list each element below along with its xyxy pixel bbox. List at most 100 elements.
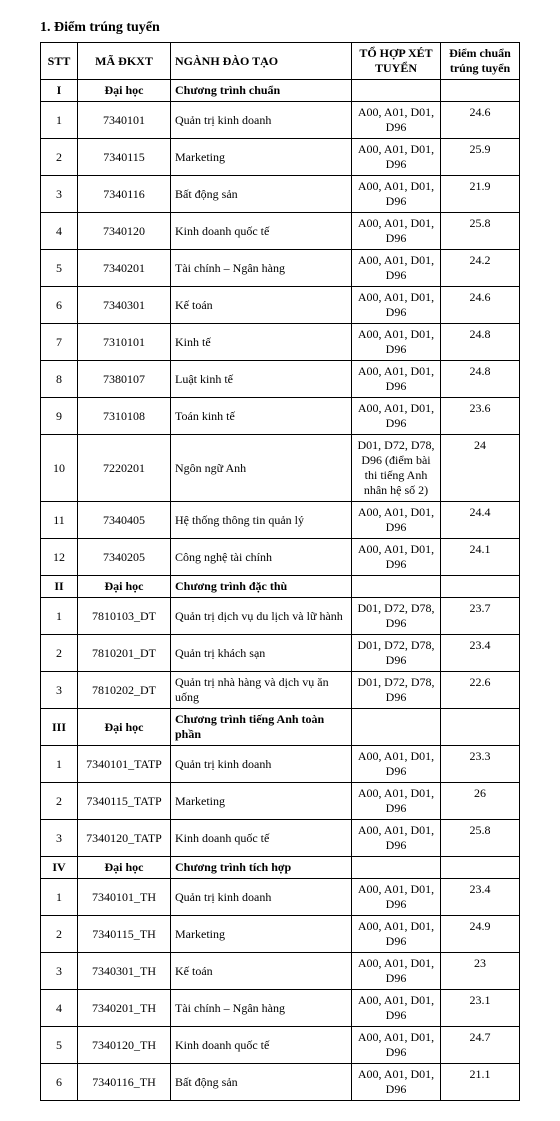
cell-tohop: A00, A01, D01, D96: [352, 953, 441, 990]
section-empty: [352, 709, 441, 746]
table-row: 27340115_THMarketingA00, A01, D01, D9624…: [41, 916, 520, 953]
section-label: Đại học: [78, 576, 171, 598]
table-row: 127340205Công nghệ tài chínhA00, A01, D0…: [41, 539, 520, 576]
cell-ma: 7220201: [78, 435, 171, 502]
cell-diem: 23.3: [441, 746, 520, 783]
table-row: 17340101_THQuản trị kinh doanhA00, A01, …: [41, 879, 520, 916]
cell-diem: 21.1: [441, 1064, 520, 1101]
cell-tohop: A00, A01, D01, D96: [352, 783, 441, 820]
cell-diem: 23.1: [441, 990, 520, 1027]
cell-nganh: Marketing: [171, 139, 352, 176]
section-label: Đại học: [78, 80, 171, 102]
table-row: 27340115_TATPMarketingA00, A01, D01, D96…: [41, 783, 520, 820]
cell-diem: 26: [441, 783, 520, 820]
section-num: II: [41, 576, 78, 598]
table-row: 47340120Kinh doanh quốc tếA00, A01, D01,…: [41, 213, 520, 250]
cell-tohop: A00, A01, D01, D96: [352, 102, 441, 139]
cell-nganh: Kinh tế: [171, 324, 352, 361]
cell-ma: 7340301_TH: [78, 953, 171, 990]
section-empty: [441, 709, 520, 746]
cell-stt: 8: [41, 361, 78, 398]
cell-diem: 23.4: [441, 879, 520, 916]
cell-stt: 3: [41, 953, 78, 990]
cell-ma: 7340115_TATP: [78, 783, 171, 820]
section-empty: [352, 857, 441, 879]
cell-tohop: A00, A01, D01, D96: [352, 539, 441, 576]
cell-tohop: A00, A01, D01, D96: [352, 990, 441, 1027]
cell-diem: 23.7: [441, 598, 520, 635]
cell-nganh: Quản trị dịch vụ du lịch và lữ hành: [171, 598, 352, 635]
section-program: Chương trình tiếng Anh toàn phần: [171, 709, 352, 746]
cell-diem: 23: [441, 953, 520, 990]
table-row: 67340301Kế toánA00, A01, D01, D9624.6: [41, 287, 520, 324]
cell-tohop: A00, A01, D01, D96: [352, 1027, 441, 1064]
col-diem: Điểm chuẩn trúng tuyển: [441, 43, 520, 80]
cell-stt: 3: [41, 820, 78, 857]
cell-diem: 24.4: [441, 502, 520, 539]
cell-diem: 24.8: [441, 361, 520, 398]
table-row: 57340201Tài chính – Ngân hàngA00, A01, D…: [41, 250, 520, 287]
cell-stt: 4: [41, 213, 78, 250]
section-num: I: [41, 80, 78, 102]
cell-nganh: Kinh doanh quốc tế: [171, 213, 352, 250]
section-num: IV: [41, 857, 78, 879]
cell-tohop: A00, A01, D01, D96: [352, 502, 441, 539]
table-row: 37340301_THKế toánA00, A01, D01, D9623: [41, 953, 520, 990]
cell-stt: 2: [41, 783, 78, 820]
col-tohop: TỔ HỢP XÉT TUYỂN: [352, 43, 441, 80]
page-title: 1. Điểm trúng tuyển: [40, 20, 520, 36]
cell-ma: 7340405: [78, 502, 171, 539]
cell-nganh: Luật kinh tế: [171, 361, 352, 398]
table-row: 67340116_THBất động sảnA00, A01, D01, D9…: [41, 1064, 520, 1101]
cell-diem: 21.9: [441, 176, 520, 213]
cell-nganh: Kinh doanh quốc tế: [171, 1027, 352, 1064]
cell-ma: 7340201: [78, 250, 171, 287]
col-ma: MÃ ĐKXT: [78, 43, 171, 80]
cell-tohop: A00, A01, D01, D96: [352, 879, 441, 916]
cell-stt: 1: [41, 598, 78, 635]
cell-nganh: Kinh doanh quốc tế: [171, 820, 352, 857]
cell-ma: 7340115: [78, 139, 171, 176]
cell-stt: 3: [41, 672, 78, 709]
cell-nganh: Kế toán: [171, 953, 352, 990]
cell-tohop: A00, A01, D01, D96: [352, 213, 441, 250]
table-row: 47340201_THTài chính – Ngân hàngA00, A01…: [41, 990, 520, 1027]
cell-tohop: A00, A01, D01, D96: [352, 324, 441, 361]
col-nganh: NGÀNH ĐÀO TẠO: [171, 43, 352, 80]
cell-stt: 10: [41, 435, 78, 502]
cell-diem: 24.1: [441, 539, 520, 576]
cell-nganh: Quản trị kinh doanh: [171, 102, 352, 139]
table-row: 17810103_DTQuản trị dịch vụ du lịch và l…: [41, 598, 520, 635]
cell-nganh: Hệ thống thông tin quản lý: [171, 502, 352, 539]
cell-diem: 22.6: [441, 672, 520, 709]
cell-tohop: A00, A01, D01, D96: [352, 176, 441, 213]
cell-stt: 1: [41, 746, 78, 783]
cell-nganh: Tài chính – Ngân hàng: [171, 250, 352, 287]
section-program: Chương trình tích hợp: [171, 857, 352, 879]
cell-diem: 24.6: [441, 287, 520, 324]
cell-tohop: A00, A01, D01, D96: [352, 746, 441, 783]
cell-ma: 7310108: [78, 398, 171, 435]
cell-ma: 7340101: [78, 102, 171, 139]
cell-diem: 24.6: [441, 102, 520, 139]
cell-diem: 23.4: [441, 635, 520, 672]
table-row: 27810201_DTQuản trị khách sạnD01, D72, D…: [41, 635, 520, 672]
section-empty: [352, 576, 441, 598]
cell-stt: 2: [41, 916, 78, 953]
cell-stt: 2: [41, 635, 78, 672]
section-row: IIIĐại họcChương trình tiếng Anh toàn ph…: [41, 709, 520, 746]
cell-diem: 24.9: [441, 916, 520, 953]
cell-stt: 6: [41, 287, 78, 324]
cell-diem: 25.8: [441, 213, 520, 250]
cell-nganh: Ngôn ngữ Anh: [171, 435, 352, 502]
section-row: IIĐại họcChương trình đặc thù: [41, 576, 520, 598]
cell-tohop: A00, A01, D01, D96: [352, 250, 441, 287]
cell-nganh: Quản trị nhà hàng và dịch vụ ăn uống: [171, 672, 352, 709]
cell-tohop: A00, A01, D01, D96: [352, 820, 441, 857]
cell-stt: 2: [41, 139, 78, 176]
cell-tohop: A00, A01, D01, D96: [352, 139, 441, 176]
section-program: Chương trình đặc thù: [171, 576, 352, 598]
cell-tohop: D01, D72, D78, D96: [352, 598, 441, 635]
table-row: 97310108Toán kinh tếA00, A01, D01, D9623…: [41, 398, 520, 435]
cell-tohop: A00, A01, D01, D96: [352, 398, 441, 435]
